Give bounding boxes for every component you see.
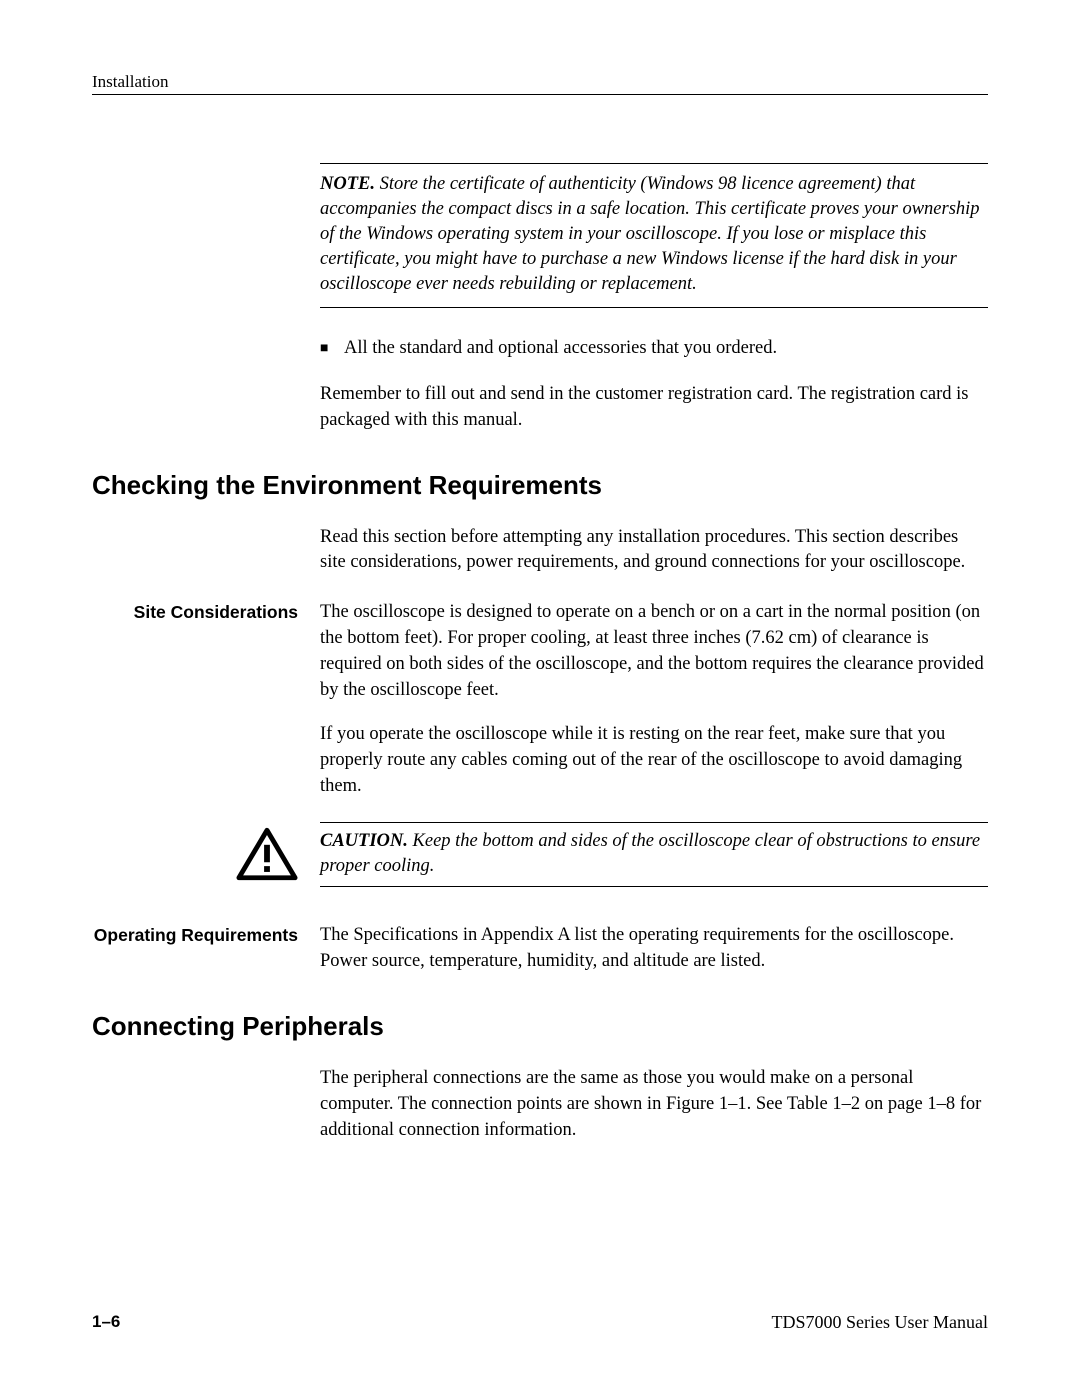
caution-label: CAUTION. — [320, 831, 408, 851]
subsection-body: The oscilloscope is designed to operate … — [320, 600, 988, 799]
subsection-operating-requirements: Operating Requirements The Specification… — [92, 923, 988, 975]
caution-text: Keep the bottom and sides of the oscillo… — [320, 831, 980, 876]
paragraph: Read this section before attempting any … — [320, 525, 988, 577]
subsection-label: Operating Requirements — [92, 923, 320, 946]
note-text: Store the certificate of authenticity (W… — [320, 174, 980, 294]
subsection-site-considerations: Site Considerations The oscilloscope is … — [92, 600, 988, 799]
manual-title: TDS7000 Series User Manual — [772, 1312, 988, 1333]
page-header: Installation — [92, 72, 988, 95]
header-title: Installation — [92, 72, 168, 91]
bullet-item: ■ All the standard and optional accessor… — [320, 336, 988, 362]
section-intro: The peripheral connections are the same … — [320, 1066, 988, 1144]
note-label: NOTE. — [320, 174, 375, 194]
paragraph: If you operate the oscilloscope while it… — [320, 722, 988, 800]
caution-icon — [92, 827, 320, 882]
paragraph: The oscilloscope is designed to operate … — [320, 600, 988, 704]
section-heading-peripherals: Connecting Peripherals — [92, 1011, 988, 1042]
section-intro: Read this section before attempting any … — [320, 525, 988, 577]
caution-body: CAUTION. Keep the bottom and sides of th… — [320, 822, 988, 888]
paragraph: The peripheral connections are the same … — [320, 1066, 988, 1144]
note-box: NOTE. Store the certificate of authentic… — [320, 163, 988, 308]
section-heading-environment: Checking the Environment Requirements — [92, 470, 988, 501]
bullet-text: All the standard and optional accessorie… — [344, 336, 777, 362]
subsection-body: The Specifications in Appendix A list th… — [320, 923, 988, 975]
subsection-label: Site Considerations — [92, 600, 320, 623]
caution-box: CAUTION. Keep the bottom and sides of th… — [92, 822, 988, 888]
paragraph: Remember to fill out and send in the cus… — [320, 382, 988, 434]
bullet-marker: ■ — [320, 336, 344, 359]
content-column: NOTE. Store the certificate of authentic… — [320, 163, 988, 434]
paragraph: The Specifications in Appendix A list th… — [320, 923, 988, 975]
page-number: 1–6 — [92, 1312, 120, 1333]
page-footer: 1–6 TDS7000 Series User Manual — [92, 1312, 988, 1333]
